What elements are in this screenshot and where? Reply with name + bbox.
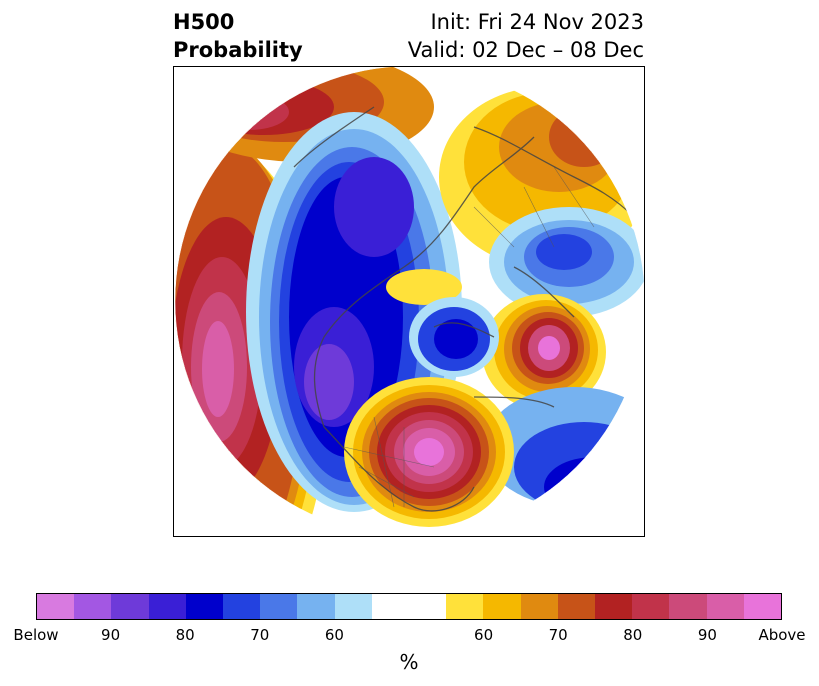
colorbar-segment	[743, 594, 782, 619]
colorbar-segment	[74, 594, 112, 619]
siberia-trough-anomaly	[489, 207, 644, 317]
probability-map	[174, 67, 644, 536]
colorbar-segment	[37, 594, 75, 619]
coastlines	[293, 106, 635, 512]
colorbar-segment	[185, 594, 224, 619]
colorbar-segment	[520, 594, 558, 619]
colorbar-tick-label: 80	[175, 626, 195, 644]
atlantic-ridge-anomaly	[344, 377, 514, 527]
title-variable: H500	[173, 10, 235, 34]
colorbar-tick-label: Above	[758, 626, 806, 644]
chart-title-right: Init: Fri 24 Nov 2023 Valid: 02 Dec – 08…	[408, 8, 644, 64]
colorbar-tick-label: 70	[250, 626, 270, 644]
colorbar-segment	[297, 594, 335, 619]
colorbar-unit-label: %	[399, 650, 419, 674]
colorbar	[36, 593, 782, 620]
valid-period: Valid: 02 Dec – 08 Dec	[407, 38, 644, 62]
colorbar-segment	[706, 594, 744, 619]
colorbar-segment	[483, 594, 521, 619]
colorbar-segment	[669, 594, 707, 619]
colorbar-segment	[595, 594, 633, 619]
colorbar-tick-label: 90	[101, 626, 121, 644]
colorbar-segment	[148, 594, 186, 619]
map-panel	[173, 66, 645, 537]
chart-title-left: H500 Probability	[173, 8, 303, 64]
init-date: Init: Fri 24 Nov 2023	[430, 10, 644, 34]
colorbar-segment	[223, 594, 261, 619]
colorbar-tick-label: 90	[697, 626, 717, 644]
central-asia-ridge-anomaly	[482, 294, 606, 410]
globe-edge	[174, 67, 644, 536]
colorbar-tick-label: Below	[13, 626, 59, 644]
title-product: Probability	[173, 38, 303, 62]
colorbar-tick-label: 70	[548, 626, 568, 644]
colorbar-segment	[632, 594, 670, 619]
political-boundaries	[343, 166, 595, 508]
colorbar-segment	[334, 594, 372, 619]
colorbar-tick-label: 60	[324, 626, 344, 644]
colorbar-segment	[446, 594, 484, 619]
colorbar-segment	[409, 594, 447, 619]
colorbar-segment	[557, 594, 596, 619]
colorbar-tick-label: 60	[474, 626, 494, 644]
colorbar-segment	[260, 594, 298, 619]
colorbar-tick-label: 80	[623, 626, 643, 644]
colorbar-segment	[371, 594, 410, 619]
colorbar-segment	[111, 594, 149, 619]
